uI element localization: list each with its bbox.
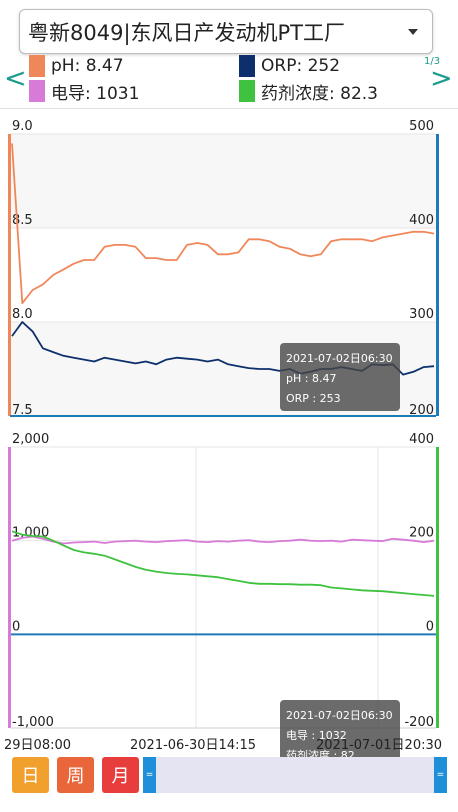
x-tick-label: 2021-06-30日14:15 <box>130 738 256 753</box>
legend-label: ORP: 252 <box>261 56 341 76</box>
left-tick-label: 8.0 <box>12 307 33 322</box>
right-tick-label: 300 <box>409 307 434 322</box>
legend-swatch <box>29 55 45 77</box>
tooltip-time: 2021-07-02日06:30 <box>286 352 393 365</box>
legend-swatch <box>239 80 255 102</box>
plot-band <box>10 228 436 322</box>
x-tick-label: 29日08:00 <box>4 738 71 753</box>
legend-label: pH: 8.47 <box>51 56 124 76</box>
legend-label: 药剂浓度: 82.3 <box>261 83 378 104</box>
next-page-button[interactable]: > <box>430 63 453 94</box>
legend-swatch <box>239 55 255 77</box>
legend-item-conductivity[interactable]: 电导: 1031 <box>29 80 140 104</box>
right-tick-label: 400 <box>409 213 434 228</box>
site-select-label: 粤新8049|东风日产发动机PT工厂 <box>28 20 346 45</box>
legend-swatch <box>29 80 45 102</box>
left-tick-label: 2,000 <box>12 432 49 447</box>
right-tick-label: -200 <box>404 715 434 730</box>
tooltip-value: ORP : 253 <box>286 392 341 405</box>
right-tick-label: 200 <box>409 403 434 418</box>
left-tick-label: -1,000 <box>12 715 54 730</box>
month-button[interactable]: 月 <box>102 757 139 793</box>
right-tick-label: 0 <box>426 619 434 634</box>
prev-page-button[interactable]: < <box>4 63 27 94</box>
site-select[interactable]: 粤新8049|东风日产发动机PT工厂 <box>19 9 433 54</box>
range-slider-right-handle[interactable]: = <box>433 757 447 793</box>
tooltip-value: pH : 8.47 <box>286 372 336 385</box>
tooltip-box <box>280 343 400 411</box>
right-axis-bar <box>436 134 439 416</box>
page-indicator: 1/3 <box>424 56 441 67</box>
left-tick-label: 7.5 <box>12 403 33 418</box>
left-tick-label: 9.0 <box>12 119 33 134</box>
range-slider-selection[interactable] <box>156 757 434 793</box>
legend-label: 电导: 1031 <box>51 83 140 104</box>
x-tick-label: 2021-07-01日20:30 <box>316 738 442 753</box>
right-axis-bar <box>436 447 439 728</box>
range-slider-left-handle[interactable]: = <box>143 757 157 793</box>
left-tick-label: 8.5 <box>12 213 33 228</box>
plot-area-2 <box>10 447 436 728</box>
left-tick-label: 0 <box>12 619 20 634</box>
tooltip-time: 2021-07-02日06:30 <box>286 709 393 722</box>
right-tick-label: 400 <box>409 432 434 447</box>
week-button[interactable]: 周 <box>57 757 94 793</box>
legend-item-ph[interactable]: pH: 8.47 <box>29 55 124 77</box>
left-axis-bar <box>8 134 11 416</box>
right-tick-label: 500 <box>409 119 434 134</box>
chevron-down-icon <box>408 28 418 35</box>
series-line-电导 <box>11 535 435 545</box>
header-divider <box>0 108 458 109</box>
series-line-药剂浓度 <box>11 530 435 597</box>
legend-item-dosage[interactable]: 药剂浓度: 82.3 <box>239 80 378 104</box>
day-button[interactable]: 日 <box>12 757 49 793</box>
right-tick-label: 200 <box>409 526 434 541</box>
series-line-pH <box>11 143 435 305</box>
tooltip-value: 电导 : 1032 <box>286 729 347 742</box>
legend: pH: 8.47 ORP: 252 电导: 1031 药剂浓度: 82.3 <box>29 55 419 104</box>
left-axis-bar <box>8 447 11 728</box>
tooltip-box <box>280 700 400 768</box>
legend-item-orp[interactable]: ORP: 252 <box>239 55 340 77</box>
